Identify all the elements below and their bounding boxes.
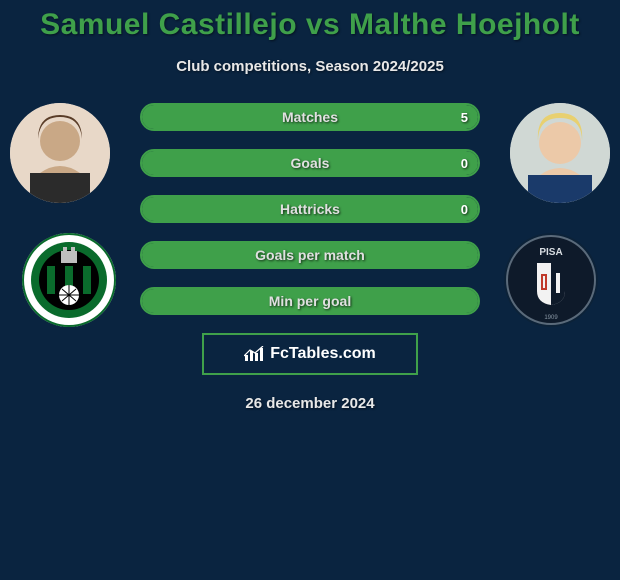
bar-chart-icon (244, 346, 264, 362)
stat-row-matches: Matches 5 (140, 103, 480, 131)
stat-label: Goals (142, 151, 478, 175)
avatar-placeholder-icon (510, 103, 610, 203)
stat-value-right: 5 (461, 105, 468, 129)
stat-row-goals: Goals 0 (140, 149, 480, 177)
stat-bars: Matches 5 Goals 0 Hattricks 0 Goals per … (140, 103, 480, 315)
stat-label: Matches (142, 105, 478, 129)
generated-date: 26 december 2024 (0, 395, 620, 412)
club-right-logo: PISA 1909 (504, 233, 598, 327)
pisa-badge-icon: PISA 1909 (504, 233, 598, 327)
stat-row-min-per-goal: Min per goal (140, 287, 480, 315)
stat-value-right: 0 (461, 197, 468, 221)
brand-text: FcTables.com (270, 345, 376, 363)
svg-text:PISA: PISA (539, 247, 562, 258)
svg-text:1909: 1909 (544, 315, 558, 321)
stat-row-hattricks: Hattricks 0 (140, 195, 480, 223)
comparison-body: PISA 1909 Matches 5 Goals 0 Hattricks 0 … (0, 103, 620, 412)
stat-label: Goals per match (142, 243, 478, 267)
stat-row-goals-per-match: Goals per match (140, 241, 480, 269)
player-right-photo (510, 103, 610, 203)
sassuolo-badge-icon (22, 233, 116, 327)
stat-label: Hattricks (142, 197, 478, 221)
club-left-logo (22, 233, 116, 327)
brand-box[interactable]: FcTables.com (202, 333, 418, 375)
comparison-subtitle: Club competitions, Season 2024/2025 (0, 58, 620, 75)
stat-label: Min per goal (142, 289, 478, 313)
player-left-photo (10, 103, 110, 203)
stat-value-right: 0 (461, 151, 468, 175)
comparison-title: Samuel Castillejo vs Malthe Hoejholt (0, 0, 620, 42)
avatar-placeholder-icon (10, 103, 110, 203)
